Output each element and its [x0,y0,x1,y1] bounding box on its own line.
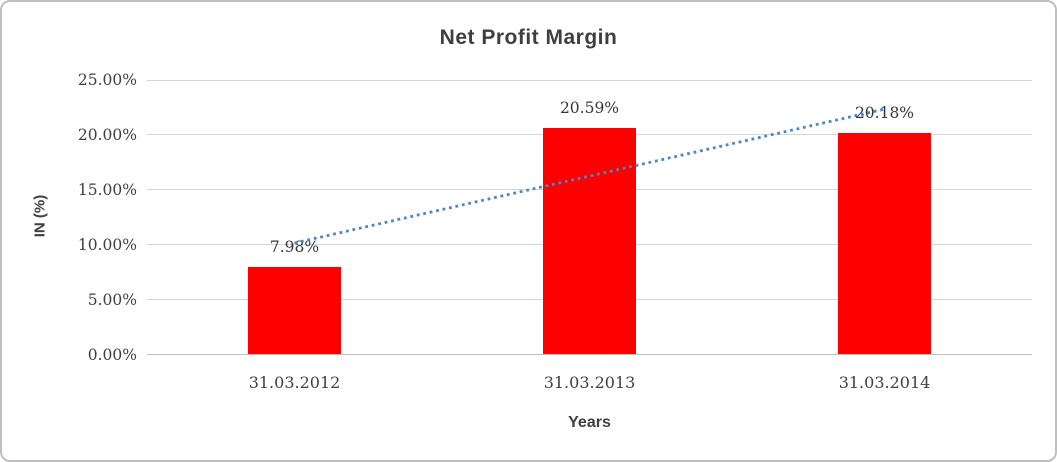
x-category-label: 31.03.2013 [543,373,636,392]
bar-data-label: 7.98% [269,237,320,256]
y-tick-label: 10.00% [77,235,137,254]
x-axis-line [147,354,1032,355]
bar [543,128,636,355]
bar-data-label: 20.18% [854,103,915,122]
x-category-label: 31.03.2012 [248,373,341,392]
y-tick-label: 20.00% [77,125,137,144]
y-tick-label: 5.00% [87,290,137,309]
chart-title: Net Profit Margin [439,26,618,49]
bar [838,132,931,355]
x-axis-title: Years [568,414,611,431]
gridline [147,79,1032,81]
bar [248,266,341,355]
y-tick-label: 15.00% [77,180,137,199]
x-category-label: 31.03.2014 [838,373,931,392]
bar-data-label: 20.59% [559,99,620,118]
y-axis-title: IN (%) [31,194,49,238]
y-tick-label: 0.00% [87,345,137,364]
y-tick-label: 25.00% [77,71,137,89]
